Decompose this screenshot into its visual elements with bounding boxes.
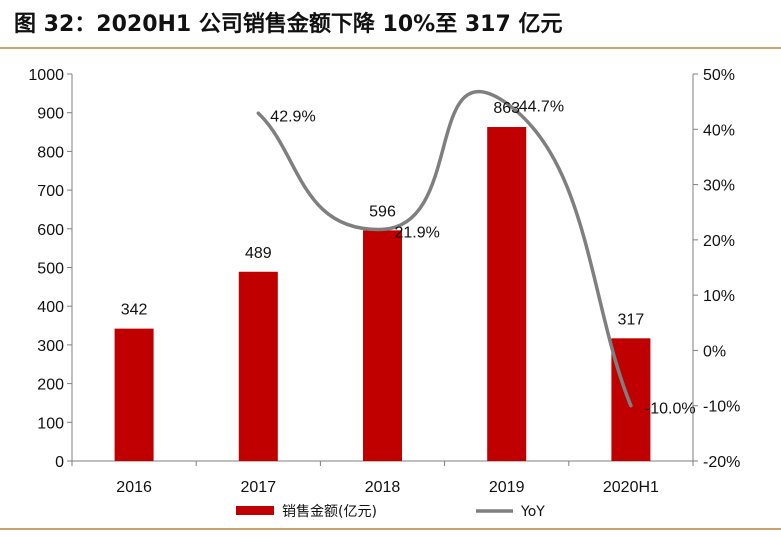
yoy-value-label: -10.0% xyxy=(645,401,696,418)
chart-title: 图 32：2020H1 公司销售金额下降 10%至 317 亿元 xyxy=(14,12,563,37)
yoy-value-label: 21.9% xyxy=(395,224,440,241)
bar-2017 xyxy=(238,271,278,461)
left-axis-tick-label: 800 xyxy=(37,144,64,161)
yoy-value-label: 42.9% xyxy=(270,108,315,125)
legend-line-label: YoY xyxy=(520,504,545,520)
right-axis-tick-label: 10% xyxy=(703,288,735,305)
x-axis-tick-label: 2018 xyxy=(365,479,401,496)
legend-bar-swatch xyxy=(236,506,274,515)
line-layer xyxy=(256,89,633,408)
bars-layer xyxy=(114,127,651,462)
left-axis-tick-label: 600 xyxy=(37,222,64,239)
bottom-divider xyxy=(0,528,781,530)
bar-2019 xyxy=(487,127,527,462)
left-axis-tick-label: 100 xyxy=(37,415,64,432)
right-axis-tick-label: -20% xyxy=(703,454,740,471)
x-axis-tick-label: 2016 xyxy=(116,479,152,496)
x-axis-tick-label: 2020H1 xyxy=(603,479,659,496)
yoy-line xyxy=(256,89,633,408)
right-axis-tick-label: -10% xyxy=(703,399,740,416)
right-axis-tick-label: 20% xyxy=(703,233,735,250)
legend-layer: 销售金额(亿元) YoY xyxy=(236,504,545,520)
bar-2018 xyxy=(363,230,402,461)
left-axis-tick-label: 1000 xyxy=(28,67,64,84)
bar-value-label: 863 xyxy=(493,100,520,117)
labels-layer: 342 489 596 863 317 42.9% 21.9% 44.7% -10.0% xyxy=(121,98,696,417)
left-axis-tick-label: 900 xyxy=(37,106,64,123)
axes-layer: 0 100 200 300 400 500 600 700 800 900 1000 -20% -10%… xyxy=(28,67,740,496)
x-axis-tick-label: 2017 xyxy=(241,479,277,496)
left-axis-tick-label: 500 xyxy=(37,261,64,278)
bar-value-label: 317 xyxy=(618,311,645,328)
bar-value-label: 342 xyxy=(121,302,148,319)
left-axis-tick-label: 0 xyxy=(55,454,64,471)
right-axis-tick-label: 50% xyxy=(703,67,735,84)
right-axis-tick-label: 40% xyxy=(703,122,735,139)
right-axis-tick-label: 30% xyxy=(703,178,735,195)
left-axis-tick-label: 200 xyxy=(37,377,64,394)
bar-2020H1 xyxy=(611,338,651,461)
left-axis-tick-label: 700 xyxy=(37,183,64,200)
right-axis-tick-label: 0% xyxy=(703,343,726,360)
bar-value-label: 489 xyxy=(245,245,272,262)
bar-2016 xyxy=(114,328,154,461)
x-axis-tick-label: 2019 xyxy=(489,479,525,496)
left-axis-tick-label: 400 xyxy=(37,299,64,316)
legend-bar-label: 销售金额(亿元) xyxy=(282,504,377,520)
bar-value-label: 596 xyxy=(369,203,396,220)
yoy-value-label: 44.7% xyxy=(519,98,564,115)
left-axis-tick-label: 300 xyxy=(37,338,64,355)
title-divider xyxy=(0,47,781,49)
